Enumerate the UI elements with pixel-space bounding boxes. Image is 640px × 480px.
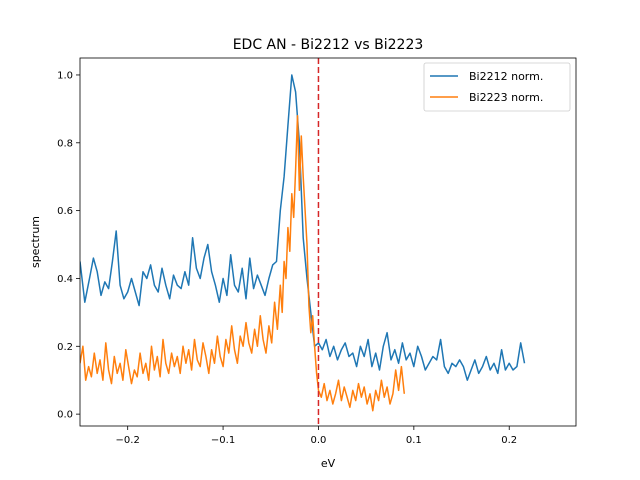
x-tick-label: 0.1 xyxy=(406,435,422,446)
y-tick-label: 0.6 xyxy=(57,206,73,217)
y-axis-label: spectrum xyxy=(29,216,42,268)
plot-frame xyxy=(79,57,577,427)
legend-label-bi2223: Bi2223 norm. xyxy=(469,91,543,104)
series-line-bi2223 xyxy=(80,114,406,412)
series-line-bi2212 xyxy=(80,74,526,381)
x-tick-label: 0.0 xyxy=(311,435,327,446)
x-tick-label: −0.2 xyxy=(116,435,140,446)
chart-title: EDC AN - Bi2212 vs Bi2223 xyxy=(233,37,424,53)
y-tick-label: 0.2 xyxy=(57,342,73,353)
series-layer xyxy=(80,74,526,412)
legend-box xyxy=(423,62,571,112)
plot-area xyxy=(80,58,576,426)
y-tick-label: 0.8 xyxy=(57,138,73,149)
axis-ticks: −0.2 −0.1 0.0 0.1 0.2 0.0 0.2 0.4 0.6 0.8 1.0 xyxy=(57,70,517,446)
x-tick-label: 0.2 xyxy=(501,435,517,446)
y-tick-label: 0.4 xyxy=(57,274,73,285)
y-tick-label: 1.0 xyxy=(57,70,73,81)
y-tick-label: 0.0 xyxy=(57,410,73,421)
x-tick-label: −0.1 xyxy=(211,435,235,446)
x-axis-label: eV xyxy=(321,457,336,470)
legend: Bi2212 norm. Bi2223 norm. xyxy=(423,62,571,112)
legend-label-bi2212: Bi2212 norm. xyxy=(469,70,543,83)
